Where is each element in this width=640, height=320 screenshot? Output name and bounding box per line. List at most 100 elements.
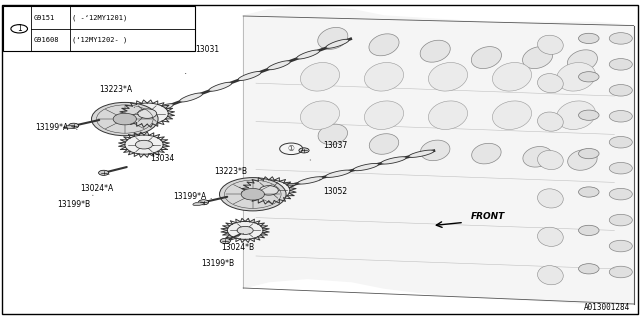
Circle shape [579, 110, 599, 120]
Text: ①: ① [288, 144, 294, 153]
Ellipse shape [193, 202, 204, 206]
Ellipse shape [326, 39, 349, 48]
Ellipse shape [180, 93, 202, 102]
Text: 13024*A: 13024*A [80, 184, 113, 193]
Text: 13223*B: 13223*B [214, 167, 248, 176]
Ellipse shape [420, 140, 450, 161]
Ellipse shape [317, 28, 348, 49]
Circle shape [241, 188, 264, 200]
Ellipse shape [298, 177, 323, 184]
Circle shape [68, 123, 79, 128]
Ellipse shape [364, 101, 404, 130]
Ellipse shape [522, 47, 553, 68]
Circle shape [609, 59, 632, 70]
Ellipse shape [492, 62, 532, 91]
Ellipse shape [538, 189, 563, 208]
Circle shape [609, 136, 632, 148]
Text: ( -‘12MY1201): ( -‘12MY1201) [72, 14, 127, 21]
Circle shape [579, 33, 599, 44]
Ellipse shape [538, 227, 563, 246]
Circle shape [99, 170, 109, 175]
Circle shape [136, 140, 152, 149]
Ellipse shape [538, 74, 563, 93]
Ellipse shape [492, 101, 532, 130]
Ellipse shape [297, 50, 319, 59]
Ellipse shape [326, 170, 351, 177]
Ellipse shape [369, 134, 399, 154]
Circle shape [609, 163, 632, 174]
Circle shape [609, 214, 632, 226]
Ellipse shape [209, 82, 232, 91]
Ellipse shape [471, 47, 502, 68]
Text: 13037: 13037 [323, 141, 348, 150]
Text: G9151: G9151 [34, 15, 55, 20]
Circle shape [113, 113, 136, 125]
Ellipse shape [238, 71, 261, 81]
Circle shape [579, 264, 599, 274]
Ellipse shape [420, 40, 451, 62]
Ellipse shape [428, 101, 468, 130]
Ellipse shape [268, 61, 291, 70]
Ellipse shape [364, 62, 404, 91]
Circle shape [227, 221, 263, 239]
Text: 13024*B: 13024*B [221, 244, 254, 252]
Ellipse shape [538, 112, 563, 131]
Text: A013001284: A013001284 [584, 303, 630, 312]
Text: 13199*A: 13199*A [173, 192, 206, 201]
Circle shape [579, 225, 599, 236]
Ellipse shape [556, 62, 596, 91]
Circle shape [198, 200, 209, 205]
Circle shape [609, 266, 632, 278]
Circle shape [579, 148, 599, 159]
Polygon shape [243, 6, 634, 304]
Ellipse shape [568, 150, 597, 170]
Circle shape [92, 102, 158, 136]
Ellipse shape [538, 266, 563, 285]
Text: 13199*B: 13199*B [58, 200, 91, 209]
Text: 13199*A: 13199*A [35, 124, 68, 132]
Circle shape [609, 188, 632, 200]
Text: 13052: 13052 [323, 188, 348, 196]
Text: 1: 1 [17, 24, 22, 33]
Text: G91608: G91608 [34, 37, 60, 43]
Ellipse shape [523, 147, 552, 167]
Text: FRONT: FRONT [470, 212, 505, 221]
Circle shape [579, 72, 599, 82]
Circle shape [138, 109, 157, 118]
Text: 13034: 13034 [150, 154, 175, 163]
Ellipse shape [369, 34, 399, 56]
Circle shape [220, 178, 286, 211]
Ellipse shape [538, 35, 563, 54]
FancyBboxPatch shape [3, 6, 195, 51]
Ellipse shape [428, 62, 468, 91]
Circle shape [609, 33, 632, 44]
Circle shape [609, 84, 632, 96]
Circle shape [248, 180, 290, 201]
Ellipse shape [63, 125, 75, 129]
Ellipse shape [556, 101, 596, 130]
Circle shape [220, 238, 230, 244]
Text: 13199*B: 13199*B [202, 260, 235, 268]
Ellipse shape [300, 101, 340, 130]
Ellipse shape [472, 143, 501, 164]
Circle shape [609, 240, 632, 252]
Circle shape [125, 135, 163, 154]
Text: 13223*A: 13223*A [99, 85, 132, 94]
Circle shape [126, 103, 168, 124]
Circle shape [609, 110, 632, 122]
Ellipse shape [538, 150, 563, 170]
Ellipse shape [270, 183, 295, 191]
Circle shape [237, 226, 253, 235]
Circle shape [579, 187, 599, 197]
Circle shape [299, 148, 309, 153]
Ellipse shape [353, 164, 378, 171]
Ellipse shape [318, 124, 348, 145]
Ellipse shape [381, 157, 406, 164]
Ellipse shape [409, 150, 434, 157]
Ellipse shape [567, 50, 598, 72]
Ellipse shape [300, 62, 340, 91]
Circle shape [259, 186, 278, 195]
Text: 13031: 13031 [195, 45, 220, 54]
Text: (‘12MY1202- ): (‘12MY1202- ) [72, 37, 127, 43]
Ellipse shape [150, 104, 173, 113]
